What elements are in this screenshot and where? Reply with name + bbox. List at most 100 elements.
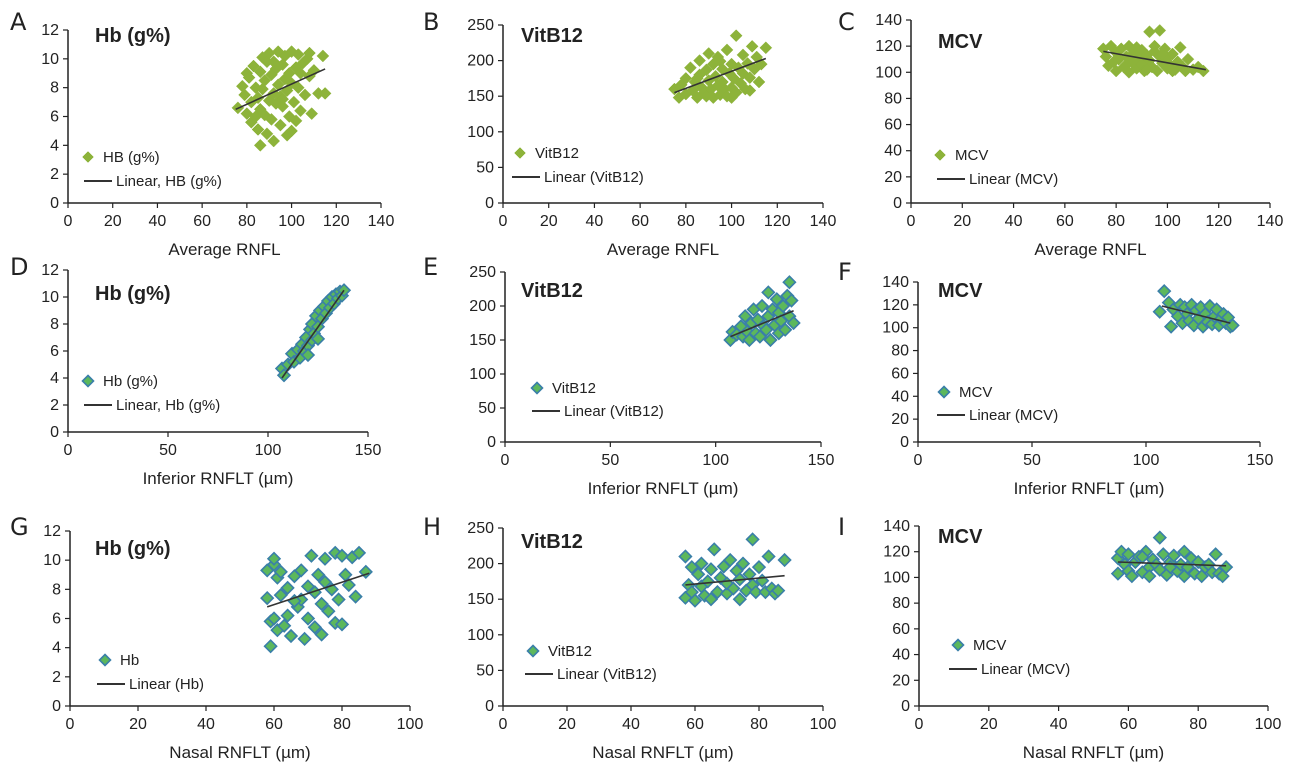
x-tick-label: 50 (1023, 452, 1041, 469)
chart-title: VitB12 (521, 280, 583, 302)
legend: MCV Linear (MCV) (934, 147, 1058, 188)
data-point (300, 611, 316, 626)
data-point (1166, 548, 1181, 563)
panel-letter: D (10, 253, 28, 281)
data-point (294, 104, 307, 118)
data-point (1121, 547, 1136, 562)
data-point (763, 332, 778, 348)
panel-c: C 0 20 40 60 80 100 120 140 0 20 40 60 80 100 120 140 Ave… (838, 8, 1283, 259)
y-tick-label: 0 (50, 424, 59, 441)
data-point (693, 54, 706, 67)
data-point (300, 347, 316, 363)
panel-letter: E (423, 253, 438, 281)
data-point (1157, 284, 1172, 299)
data-point (761, 549, 776, 564)
chart-title: VitB12 (521, 25, 583, 47)
data-point (759, 41, 773, 55)
y-tick-label: 20 (892, 672, 910, 689)
trendline (1161, 305, 1231, 324)
y-tick-label: 200 (467, 556, 494, 573)
data-point (287, 95, 301, 109)
legend-marker (951, 638, 965, 652)
data-point (276, 100, 289, 113)
y-tick-label: 250 (469, 264, 496, 281)
x-tick-label: 80 (750, 716, 768, 733)
data-point (253, 138, 267, 152)
data-point (307, 620, 322, 635)
x-tick-label: 20 (558, 716, 576, 733)
x-tick-label: 40 (1005, 213, 1023, 230)
x-tick-label: 60 (1120, 716, 1138, 733)
x-tick-label: 100 (702, 452, 729, 469)
data-point (305, 107, 319, 120)
data-point (276, 92, 289, 106)
data-point (1181, 52, 1195, 66)
y-tick-label: 200 (467, 53, 494, 70)
data-point (289, 114, 303, 128)
data-point (751, 560, 767, 575)
data-point (307, 64, 321, 77)
data-point (725, 91, 738, 104)
trendline (730, 310, 794, 338)
data-point (298, 88, 312, 102)
data-point (267, 55, 281, 69)
y-tick-label: 40 (892, 647, 910, 664)
data-point (311, 567, 326, 582)
legend: HB (g%) Linear, HB (g%) (82, 149, 222, 190)
y-tick-label: 20 (884, 169, 902, 186)
data-point (726, 581, 741, 596)
x-tick-label: 20 (104, 213, 122, 230)
data-point (266, 551, 282, 566)
y-tick-label: 100 (875, 64, 902, 81)
data-point (687, 593, 703, 608)
data-point (266, 611, 282, 626)
trendline (235, 68, 326, 111)
y-tick-label: 0 (487, 434, 496, 451)
data-point (748, 584, 763, 600)
data-point (280, 608, 295, 623)
data-point (1152, 304, 1167, 319)
y-tick-label: 140 (875, 12, 902, 29)
x-tick-label: 20 (980, 716, 998, 733)
data-point (1177, 544, 1192, 559)
data-point (247, 59, 260, 73)
y-tick-label: 8 (50, 80, 59, 97)
x-tick-label: 100 (1255, 716, 1282, 733)
data-point (283, 628, 299, 644)
x-tick-label: 20 (540, 213, 558, 230)
data-point (277, 618, 292, 633)
data-point (771, 583, 786, 598)
data-point (1208, 547, 1223, 562)
chart-title: MCV (938, 31, 983, 53)
legend-marker (937, 385, 951, 399)
data-point (745, 532, 760, 547)
x-tick-label: 80 (1107, 213, 1125, 230)
legend-marker (514, 147, 526, 159)
legend-line-label: Linear (Hb) (129, 676, 204, 693)
legend-marker (81, 374, 95, 388)
data-point (331, 592, 346, 607)
x-tick-label: 0 (64, 213, 73, 230)
data-point (1173, 41, 1187, 54)
data-point (777, 552, 792, 568)
data-point (710, 584, 725, 600)
y-tick-label: 6 (50, 109, 59, 126)
legend-marker-label: MCV (959, 384, 992, 401)
legend-line-label: Linear, HB (g%) (116, 173, 222, 190)
data-point (1153, 24, 1167, 37)
x-tick-label: 100 (397, 716, 424, 733)
y-tick-label: 10 (43, 552, 61, 569)
panel-letter: G (10, 513, 29, 541)
x-axis-label: Inferior RNFLT (µm) (588, 479, 739, 498)
data-point (297, 631, 312, 647)
panel-d: D 0 2 4 6 8 10 12 0 50 100 150 Inferior RNFLT (µm) Hb… (10, 253, 381, 488)
y-tick-label: 150 (467, 591, 494, 608)
data-point (702, 47, 716, 60)
legend: VitB12 Linear (VitB12) (512, 145, 644, 186)
y-tick-label: 8 (52, 581, 61, 598)
data-point (761, 285, 776, 300)
data-point (1143, 25, 1156, 39)
data-point (348, 589, 363, 604)
data-point (784, 293, 799, 308)
legend-marker (98, 653, 112, 667)
